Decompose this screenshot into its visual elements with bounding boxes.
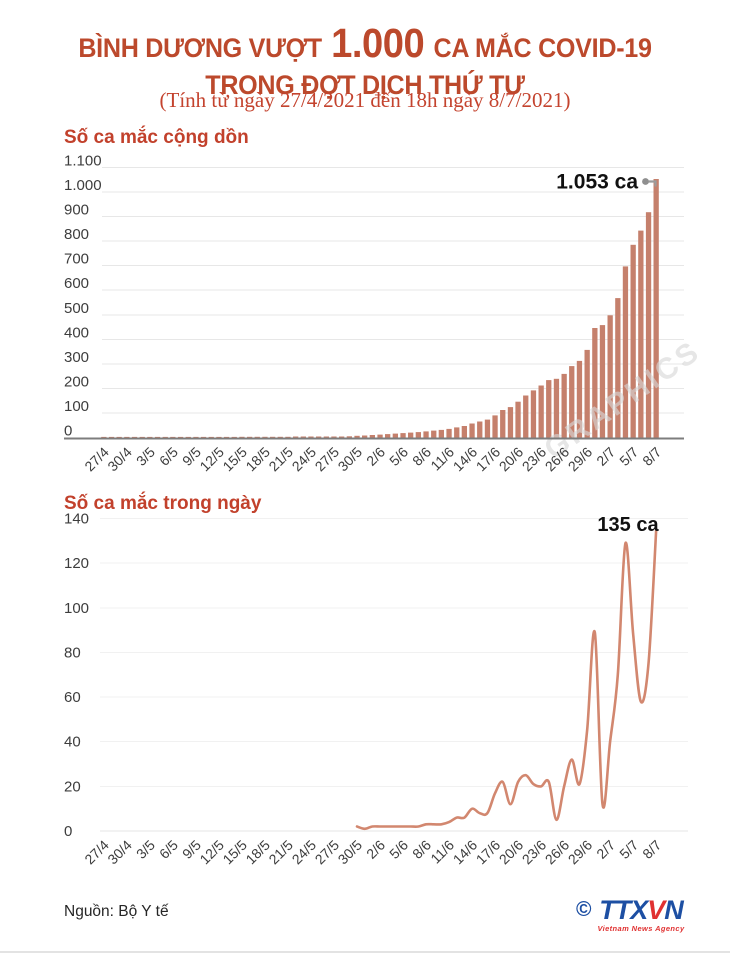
svg-text:600: 600: [64, 275, 89, 292]
logo-ttx: TTX: [599, 895, 648, 925]
svg-text:5/7: 5/7: [616, 444, 641, 469]
svg-text:8/7: 8/7: [639, 837, 664, 862]
logo-caption: Vietnam News Agency: [597, 924, 685, 933]
main-title: BÌNH DƯƠNG VƯỢT 1.000 CA MẮC COVID-19 TR…: [0, 20, 730, 101]
svg-text:1.100: 1.100: [64, 153, 102, 170]
title-prefix: BÌNH DƯƠNG VƯỢT: [78, 33, 322, 63]
cumulative-bars: [101, 179, 659, 438]
svg-text:5/6: 5/6: [386, 444, 411, 469]
peak-annotation: 135 ca: [597, 514, 659, 536]
svg-text:2/7: 2/7: [593, 837, 618, 862]
y-axis-labels: 1.100 1.000 900 800 700 600 500 400 300 200 100 0: [64, 153, 102, 440]
ttxvn-logo: © TTXVN Vietnam News Agency: [576, 895, 696, 934]
svg-text:800: 800: [64, 226, 89, 243]
svg-text:140: 140: [64, 511, 89, 528]
title-highlight: 1.000: [331, 20, 425, 66]
svg-text:6/5: 6/5: [156, 837, 181, 862]
svg-text:40: 40: [64, 734, 81, 751]
logo-v: V: [647, 895, 665, 925]
annotation-dot: [642, 178, 649, 185]
subtitle: (Tính từ ngày 27/4/2021 đến 18h ngày 8/7…: [159, 88, 571, 112]
copyright-icon: ©: [576, 898, 592, 921]
svg-text:8/7: 8/7: [639, 444, 664, 469]
svg-text:3/5: 3/5: [133, 837, 158, 862]
svg-text:0: 0: [64, 823, 72, 840]
cumulative-bar-chart: GRAPHICS1.1001.0009008007006005004003002…: [64, 153, 707, 475]
svg-text:2/6: 2/6: [363, 444, 388, 469]
x-axis-labels: 27/430/43/56/59/512/515/518/521/524/527/…: [81, 837, 664, 868]
y-axis-labels: 140 120 100 80 60 40 20 0: [64, 511, 89, 841]
svg-text:0: 0: [64, 423, 72, 440]
title-suffix: CA MẮC COVID-19: [433, 33, 652, 63]
peak-annotation: 1.053 ca: [556, 171, 657, 194]
svg-text:100: 100: [64, 600, 89, 617]
svg-text:6/5: 6/5: [156, 444, 181, 469]
svg-text:30/5: 30/5: [335, 444, 366, 475]
svg-text:100: 100: [64, 398, 89, 415]
daily-line-chart: 140 120 100 80 60 40 20 0 27/430/43/56/59/512/51…: [64, 511, 688, 868]
svg-text:400: 400: [64, 324, 89, 341]
source-label: Nguồn: Bộ Y tế: [64, 903, 169, 920]
logo-n: N: [664, 895, 683, 925]
svg-text:700: 700: [64, 251, 89, 268]
gridlines: [100, 518, 688, 832]
logo-text: TTXVN Vietnam News Agency: [597, 895, 685, 934]
svg-text:20: 20: [64, 778, 81, 795]
svg-text:29/6: 29/6: [565, 837, 596, 868]
svg-text:80: 80: [64, 644, 81, 661]
svg-text:30/4: 30/4: [104, 444, 135, 475]
chart2-title: Số ca mắc trong ngày: [64, 493, 262, 514]
chart1-title: Số ca mắc cộng dồn: [64, 127, 249, 148]
annotation-connector: [648, 180, 657, 187]
svg-text:1.053 ca: 1.053 ca: [556, 171, 638, 194]
daily-cases-line: [355, 528, 658, 831]
title-line1: BÌNH DƯƠNG VƯỢT 1.000 CA MẮC COVID-19: [26, 20, 705, 67]
svg-text:120: 120: [64, 555, 89, 572]
svg-text:200: 200: [64, 373, 89, 390]
svg-text:3/5: 3/5: [133, 444, 158, 469]
title-line2: TRONG ĐỢT DỊCH THỨ TƯ: [205, 70, 525, 100]
svg-text:5/6: 5/6: [386, 837, 411, 862]
svg-text:60: 60: [64, 689, 81, 706]
svg-text:300: 300: [64, 349, 89, 366]
svg-text:5/7: 5/7: [616, 837, 641, 862]
svg-text:2/7: 2/7: [593, 444, 618, 469]
svg-text:2/6: 2/6: [363, 837, 388, 862]
svg-text:30/4: 30/4: [104, 837, 135, 868]
svg-text:1.000: 1.000: [64, 177, 102, 194]
svg-text:900: 900: [64, 202, 89, 219]
svg-text:30/5: 30/5: [335, 837, 366, 868]
svg-text:500: 500: [64, 300, 89, 317]
